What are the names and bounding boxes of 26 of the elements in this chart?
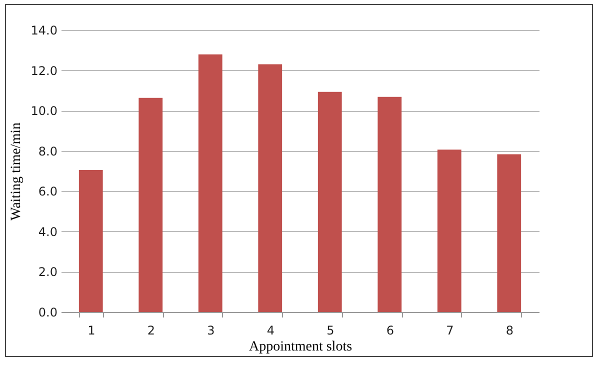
x-tick-label: 8 [506, 324, 514, 338]
bar [318, 92, 342, 312]
y-tick-label: 14.0 [30, 24, 58, 38]
x-tick-label: 5 [326, 324, 334, 338]
bar [138, 98, 163, 312]
x-tick-label: 7 [446, 324, 454, 338]
bar [437, 150, 462, 312]
bar [497, 154, 522, 312]
y-tick-label: 4.0 [38, 224, 58, 239]
x-tick-label: 6 [386, 324, 394, 338]
bar [198, 54, 222, 312]
y-tick-label: 2.0 [38, 265, 58, 280]
x-axis-title: Appointment slots [248, 340, 352, 354]
y-axis-title: Waiting time/min [8, 122, 24, 221]
y-tick-label: 0.0 [38, 306, 58, 320]
x-tick-label: 3 [207, 324, 215, 338]
y-tick-label: 10.0 [30, 104, 58, 118]
bar [258, 64, 282, 312]
y-tick-label: 8.0 [38, 144, 58, 158]
x-tick-label: 4 [266, 324, 274, 338]
x-tick-label: 2 [147, 324, 155, 338]
y-tick-label: 12.0 [30, 64, 58, 78]
bar [378, 96, 402, 312]
y-tick-label: 6.0 [38, 184, 58, 199]
x-tick-label: 1 [88, 324, 96, 338]
bar [78, 170, 103, 312]
